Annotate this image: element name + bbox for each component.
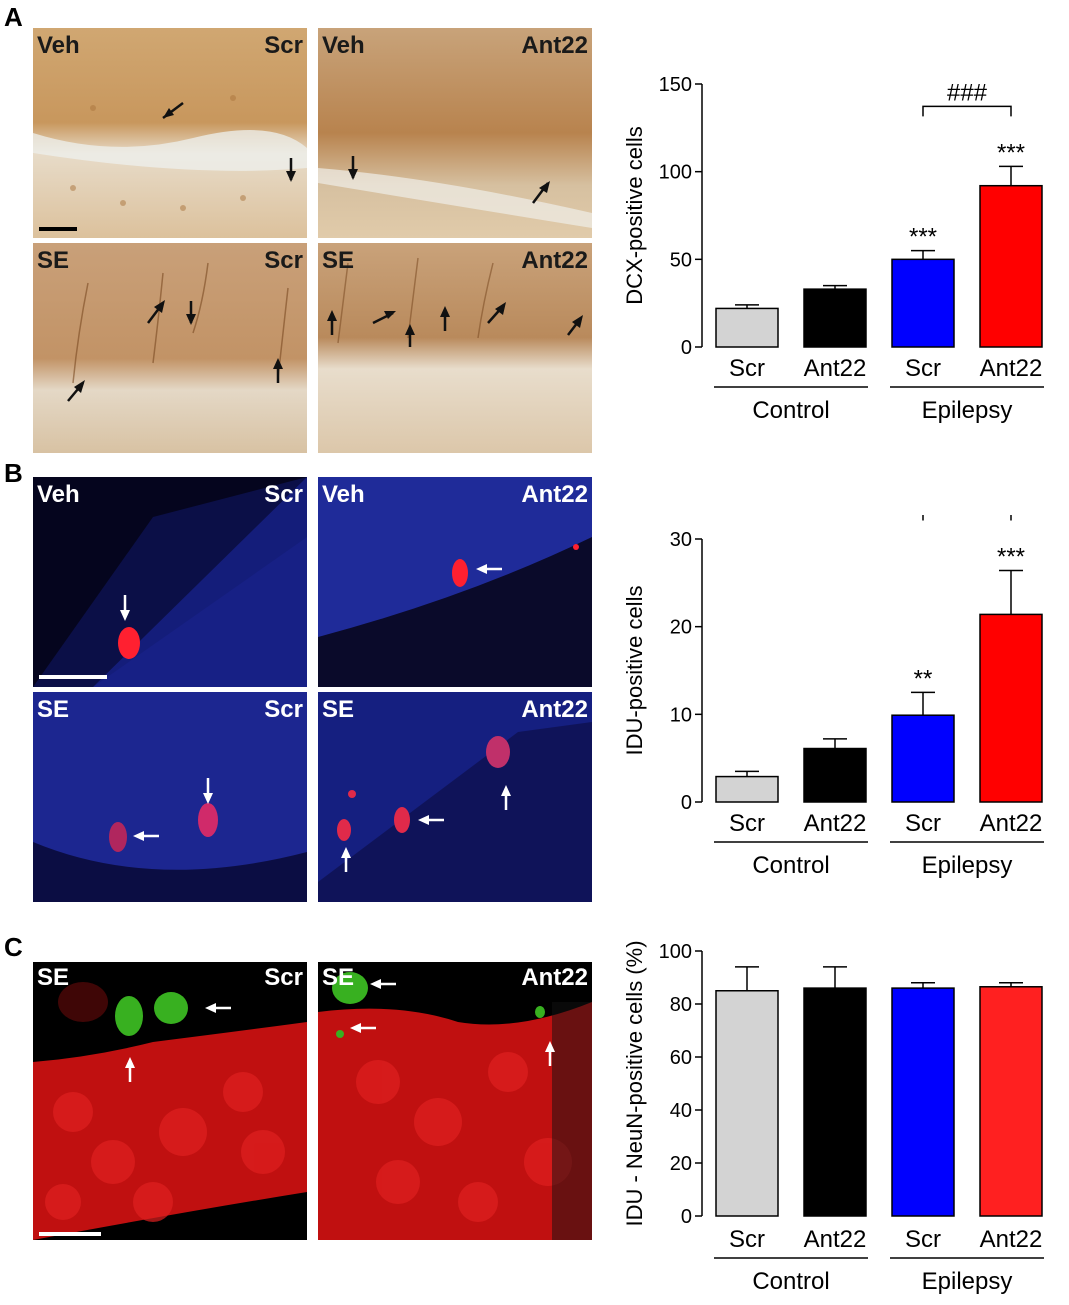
group-label: Epilepsy — [922, 1268, 1013, 1295]
y-tick-label: 20 — [670, 1153, 692, 1175]
bar — [891, 987, 955, 1217]
micrograph-label-right: Ant22 — [521, 964, 588, 991]
y-tick-label: 20 — [670, 617, 692, 639]
bar — [979, 986, 1043, 1217]
significance-bracket — [922, 105, 1012, 117]
x-tick-label: Scr — [729, 1226, 765, 1253]
group-label: Control — [752, 397, 829, 424]
micrograph-label-left: SE — [37, 964, 70, 991]
micrograph-label-left: SE — [322, 696, 355, 723]
y-tick-label: 50 — [670, 249, 692, 271]
bracket-label: ### — [947, 79, 988, 106]
x-tick-label: Ant22 — [980, 1226, 1043, 1253]
y-tick-label: 80 — [670, 994, 692, 1016]
micrograph-dcx-veh-ant22: Veh Ant22 — [318, 28, 592, 238]
bar — [803, 987, 867, 1217]
bar — [715, 990, 779, 1217]
bar — [715, 307, 779, 348]
group-label: Control — [752, 852, 829, 879]
group-label: Epilepsy — [922, 852, 1013, 879]
micrograph-label-right: Scr — [264, 481, 303, 508]
significance-mark: *** — [909, 224, 937, 251]
micrograph-label-right: Scr — [264, 32, 303, 59]
micrograph-label-right: Scr — [264, 696, 303, 723]
micrograph-label-left: SE — [37, 696, 70, 723]
micrograph-neun-se-scr: SE Scr — [33, 962, 307, 1240]
y-tick-label: 60 — [670, 1047, 692, 1069]
y-tick-label: 30 — [670, 529, 692, 551]
y-tick-label: 0 — [681, 1206, 692, 1228]
micrograph-label-left: SE — [322, 964, 355, 991]
micrograph-label-left: Veh — [322, 32, 365, 59]
x-tick-label: Scr — [729, 810, 765, 837]
bar — [891, 714, 955, 803]
chart-idu: 0 10 20 30 IDU-positive cells Scr Ant22 ** Scr **… — [612, 484, 1062, 880]
group-label: Epilepsy — [922, 397, 1013, 424]
micrograph-dcx-veh-scr: Veh Scr — [33, 28, 307, 238]
significance-mark: *** — [997, 139, 1025, 166]
y-tick-label: 100 — [659, 941, 692, 963]
x-tick-label: Ant22 — [980, 810, 1043, 837]
micrograph-dcx-se-scr: SE Scr — [33, 243, 307, 453]
micrograph-idu-se-ant22: SE Ant22 — [318, 692, 592, 902]
bar — [803, 288, 867, 348]
micrograph-label-right: Ant22 — [521, 32, 588, 59]
y-axis-label: IDU-positive cells — [622, 586, 647, 756]
bar — [979, 613, 1043, 803]
chart-dcx: 0 50 100 150 DCX-positive cells Scr Ant22 *** Sc… — [612, 60, 1062, 455]
micrograph-dcx-se-ant22: SE Ant22 — [318, 243, 592, 453]
micrograph-label-left: Veh — [37, 32, 80, 59]
x-tick-label: Ant22 — [804, 810, 867, 837]
micrograph-neun-se-ant22: SE Ant22 — [318, 962, 592, 1240]
micrograph-label-right: Ant22 — [521, 696, 588, 723]
micrograph-label-right: Scr — [264, 247, 303, 274]
micrograph-label-left: Veh — [37, 481, 80, 508]
y-axis-label: DCX-positive cells — [622, 126, 647, 305]
x-tick-label: Scr — [905, 355, 941, 382]
micrograph-idu-se-scr: SE Scr — [33, 692, 307, 902]
y-tick-label: 40 — [670, 1100, 692, 1122]
micrograph-label-right: Ant22 — [521, 247, 588, 274]
x-tick-label: Scr — [905, 810, 941, 837]
y-tick-label: 150 — [659, 74, 692, 96]
group-label: Control — [752, 1268, 829, 1295]
bar — [715, 775, 779, 803]
micrograph-idu-veh-ant22: Veh Ant22 — [318, 477, 592, 687]
micrograph-label-left: SE — [322, 247, 355, 274]
significance-mark: ** — [914, 665, 933, 692]
y-tick-label: 0 — [681, 337, 692, 359]
x-tick-label: Scr — [905, 1226, 941, 1253]
significance-bracket — [922, 509, 1012, 521]
chart-idu-neun: 0 20 40 60 80 100 IDU - NeuN-positive cells (%… — [612, 915, 1062, 1300]
bar — [979, 184, 1043, 348]
bar — [803, 747, 867, 803]
y-axis-label: IDU - NeuN-positive cells (%) — [622, 940, 647, 1226]
panel-letter-c: C — [4, 932, 23, 962]
panel-letter-a: A — [4, 2, 23, 32]
y-tick-label: 10 — [670, 704, 692, 726]
micrograph-label-left: SE — [37, 247, 70, 274]
x-tick-label: Ant22 — [804, 355, 867, 382]
x-tick-label: Scr — [729, 355, 765, 382]
x-tick-label: Ant22 — [804, 1226, 867, 1253]
significance-mark: *** — [997, 544, 1025, 571]
micrograph-idu-veh-scr: Veh Scr — [33, 477, 307, 687]
panel-letter-b: B — [4, 458, 23, 488]
y-tick-label: 0 — [681, 792, 692, 814]
y-tick-label: 100 — [659, 162, 692, 184]
micrograph-label-right: Ant22 — [521, 481, 588, 508]
micrograph-label-right: Scr — [264, 964, 303, 991]
x-tick-label: Ant22 — [980, 355, 1043, 382]
micrograph-label-left: Veh — [322, 481, 365, 508]
bar — [891, 258, 955, 348]
